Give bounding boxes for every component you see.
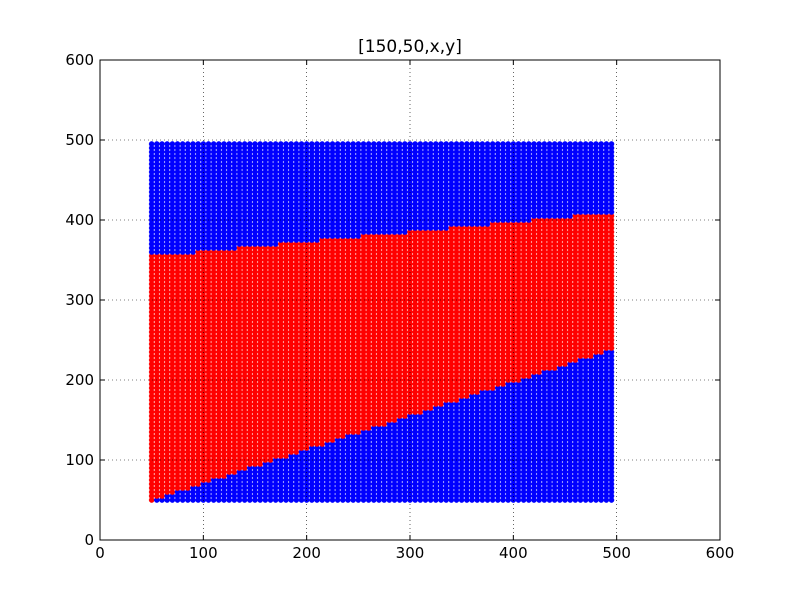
blue-point xyxy=(257,141,263,147)
blue-point xyxy=(174,141,181,147)
blue-point xyxy=(355,141,362,147)
blue-point xyxy=(283,141,289,147)
blue-point xyxy=(340,141,346,147)
blue-point xyxy=(350,141,356,147)
blue-point xyxy=(396,141,403,147)
blue-point xyxy=(360,141,367,147)
blue-point xyxy=(371,141,377,147)
blue-point xyxy=(345,141,351,147)
blue-point xyxy=(190,141,196,147)
blue-point xyxy=(324,141,331,147)
blue-point xyxy=(298,141,305,147)
blue-point xyxy=(231,141,238,147)
blue-point xyxy=(236,141,243,147)
blue-point xyxy=(391,141,398,147)
blue-point xyxy=(195,141,201,147)
blue-point xyxy=(427,141,434,147)
blue-point xyxy=(386,141,393,147)
blue-point xyxy=(247,141,253,147)
blue-point xyxy=(226,141,232,147)
blue-point xyxy=(365,141,372,147)
blue-point xyxy=(334,141,341,147)
blue-point xyxy=(221,141,227,147)
blue-point xyxy=(319,141,325,147)
blue-point xyxy=(210,141,217,147)
blue-point xyxy=(422,141,429,147)
blue-point xyxy=(159,141,165,147)
blue-point xyxy=(216,141,222,147)
blue-point xyxy=(329,141,336,147)
blue-point xyxy=(309,141,315,147)
blue-point xyxy=(262,141,269,147)
blue-point xyxy=(314,141,320,147)
blue-point xyxy=(179,141,186,147)
chart-title: [150,50,x,y] xyxy=(358,37,462,57)
blue-point xyxy=(402,141,408,147)
blue-point xyxy=(267,141,274,147)
blue-point xyxy=(164,141,170,147)
blue-point xyxy=(241,141,248,147)
blue-point xyxy=(205,141,212,147)
blue-point xyxy=(381,141,387,147)
blue-point xyxy=(148,141,155,147)
blue-point xyxy=(288,141,294,147)
blue-point xyxy=(417,141,424,147)
blue-point xyxy=(252,141,258,147)
blue-point xyxy=(278,141,284,147)
blue-point xyxy=(169,141,176,147)
blue-point xyxy=(376,141,382,147)
blue-point xyxy=(185,141,191,147)
blue-point xyxy=(412,141,418,147)
blue-point xyxy=(272,141,279,147)
blue-point xyxy=(293,141,300,147)
blue-point xyxy=(154,141,160,147)
